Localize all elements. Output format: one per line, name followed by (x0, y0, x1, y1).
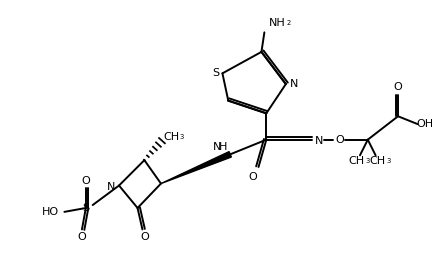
Text: NH: NH (269, 18, 286, 28)
Text: CH: CH (164, 132, 180, 142)
Text: $_2$: $_2$ (286, 18, 292, 28)
Text: N: N (315, 136, 323, 146)
Text: H: H (219, 141, 228, 151)
Text: O: O (394, 82, 402, 92)
Text: N: N (107, 182, 115, 193)
Text: O: O (335, 135, 344, 145)
Text: CH: CH (369, 156, 386, 166)
Text: OH: OH (417, 119, 432, 129)
Text: O: O (78, 232, 86, 242)
Text: S: S (82, 203, 89, 213)
Text: HO: HO (42, 207, 59, 217)
Polygon shape (161, 152, 232, 184)
Text: CH: CH (348, 156, 364, 166)
Text: $_3$: $_3$ (179, 132, 185, 142)
Text: O: O (248, 172, 257, 182)
Text: O: O (140, 232, 149, 242)
Text: S: S (212, 68, 219, 78)
Text: N: N (289, 79, 298, 89)
Text: N: N (213, 141, 221, 151)
Text: O: O (82, 176, 90, 186)
Text: $_3$: $_3$ (365, 156, 371, 166)
Text: $_3$: $_3$ (386, 156, 392, 166)
